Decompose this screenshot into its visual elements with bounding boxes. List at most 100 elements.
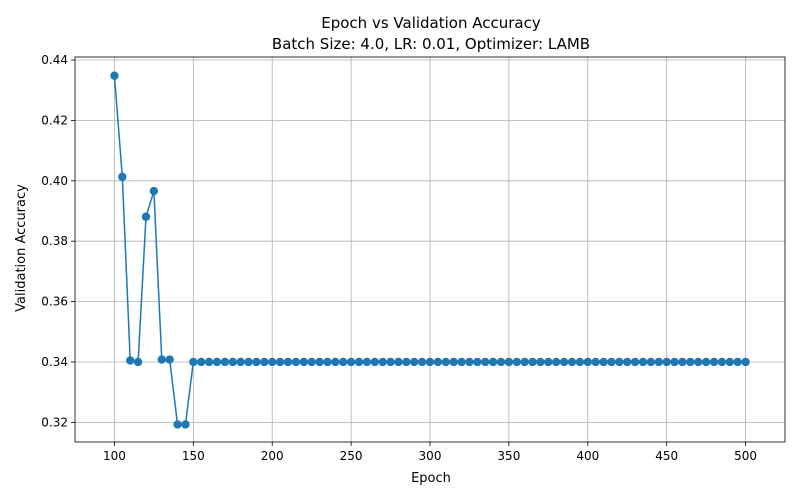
data-point: [694, 357, 703, 367]
data-point: [481, 357, 490, 367]
data-point: [504, 357, 514, 367]
data-point: [402, 357, 411, 367]
data-point: [370, 357, 379, 367]
data-point: [630, 357, 640, 367]
data-point: [323, 357, 332, 367]
data-point: [141, 212, 151, 221]
data-point: [220, 357, 230, 367]
x-tick-label: 400: [576, 449, 599, 463]
data-point: [654, 357, 663, 367]
x-tick-label: 500: [734, 449, 757, 463]
data-point: [701, 357, 711, 367]
data-point: [607, 357, 616, 367]
x-tick-label: 150: [182, 449, 205, 463]
data-point: [378, 357, 387, 367]
data-point: [646, 357, 656, 367]
data-point: [386, 357, 395, 367]
data-point: [686, 357, 695, 367]
data-point: [591, 357, 600, 367]
data-point: [709, 357, 719, 367]
data-point: [133, 357, 143, 367]
data-point: [331, 357, 340, 367]
x-tick-label: 300: [419, 449, 442, 463]
data-point: [118, 172, 127, 182]
chart-title: Epoch vs Validation Accuracy: [321, 14, 541, 32]
data-point: [228, 357, 237, 367]
data-point: [157, 355, 166, 364]
x-tick-label: 250: [340, 449, 363, 463]
data-point: [615, 357, 624, 367]
data-point: [623, 357, 632, 367]
data-point: [299, 357, 308, 367]
data-point: [425, 357, 435, 367]
data-point: [733, 357, 742, 367]
y-tick-label: 0.36: [41, 295, 68, 309]
data-point: [678, 357, 687, 367]
x-tick-label: 100: [103, 449, 126, 463]
data-point: [236, 357, 245, 367]
data-point: [575, 357, 585, 367]
data-point: [354, 357, 364, 367]
data-point: [552, 357, 561, 367]
data-point: [662, 357, 671, 367]
data-point: [204, 357, 214, 367]
y-tick-label: 0.44: [41, 53, 68, 67]
data-point: [520, 357, 529, 367]
data-point: [512, 357, 521, 367]
data-point: [173, 420, 182, 429]
data-point: [544, 357, 553, 367]
chart-subtitle: Batch Size: 4.0, LR: 0.01, Optimizer: LA…: [272, 35, 590, 53]
axes: 100 150 200 250 300 350 400 450 500 0.32 0.34 0.36 0…: [41, 53, 786, 463]
data-point: [496, 357, 506, 367]
data-point: [394, 357, 403, 367]
data-point: [528, 357, 537, 367]
data-point: [473, 357, 482, 367]
data-point: [110, 71, 119, 80]
data-point: [717, 357, 727, 367]
data-point: [741, 357, 750, 367]
data-point: [189, 357, 198, 367]
data-point: [599, 357, 608, 367]
data-point: [252, 357, 261, 367]
series-points-group: [110, 71, 750, 429]
data-point: [417, 357, 427, 367]
data-point: [339, 357, 348, 367]
data-point: [197, 357, 206, 367]
data-point: [488, 357, 498, 367]
data-point: [457, 357, 466, 367]
data-point: [346, 357, 356, 367]
data-point: [149, 186, 159, 196]
y-axis-label: Validation Accuracy: [14, 184, 29, 312]
y-tick-label: 0.40: [41, 174, 68, 188]
data-point: [307, 357, 316, 367]
data-point: [433, 357, 443, 367]
y-tick-label: 0.42: [41, 113, 68, 127]
data-point: [567, 357, 577, 367]
data-point: [559, 357, 569, 367]
data-point: [291, 357, 301, 367]
data-point: [536, 357, 545, 367]
x-tick-label: 200: [261, 449, 284, 463]
y-tick-label: 0.38: [41, 234, 68, 248]
data-point: [244, 357, 253, 367]
data-point: [181, 420, 190, 429]
y-tick-label: 0.32: [41, 415, 68, 429]
data-point: [275, 357, 285, 367]
data-point: [449, 357, 458, 367]
data-point: [126, 356, 135, 365]
data-point: [670, 357, 679, 367]
data-point: [283, 357, 293, 367]
x-tick-label: 350: [497, 449, 520, 463]
data-point: [315, 357, 324, 367]
data-point: [725, 357, 734, 367]
data-point: [165, 355, 174, 364]
x-tick-label: 450: [655, 449, 678, 463]
data-point: [441, 357, 450, 367]
data-point: [268, 357, 277, 367]
y-tick-label: 0.34: [41, 355, 68, 369]
data-point: [260, 357, 269, 367]
data-point: [638, 357, 648, 367]
